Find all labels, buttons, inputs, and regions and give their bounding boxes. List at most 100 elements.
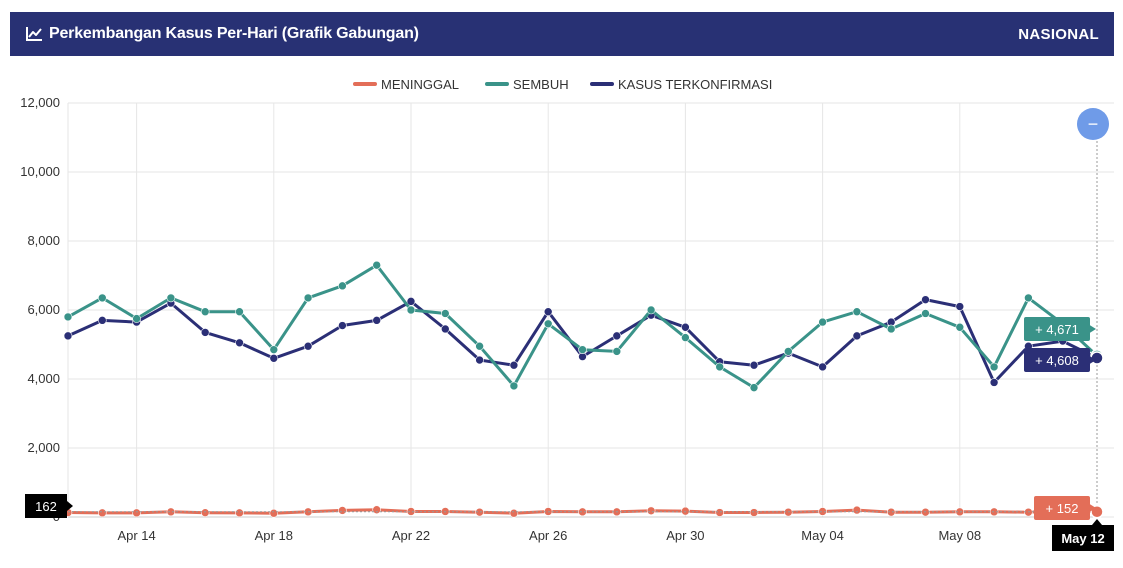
data-point: [372, 260, 382, 270]
data-point: [715, 508, 725, 517]
data-point: [989, 362, 999, 372]
crosshair-x-label: May 12: [1052, 519, 1114, 551]
data-point: [646, 506, 656, 516]
data-point: [98, 316, 107, 325]
tooltip-terkonfirmasi-bg: [1024, 348, 1090, 372]
chart-header: Perkembangan Kasus Per-Hari (Grafik Gabu…: [10, 12, 1114, 56]
data-point: [235, 307, 244, 317]
data-point: [166, 293, 176, 303]
y-tick-label: 6,000: [27, 302, 60, 317]
x-tick-label: Apr 14: [117, 528, 155, 543]
data-point: [98, 293, 107, 303]
data-point: [989, 507, 999, 517]
data-point: [818, 317, 827, 327]
grid: [67, 102, 1114, 518]
data-point: [886, 507, 896, 517]
x-tick-label: Apr 22: [392, 528, 430, 543]
legend-item-meninggal[interactable]: MENINGGAL: [353, 77, 459, 92]
data-point: [612, 331, 622, 341]
data-point: [681, 333, 690, 342]
data-point: [338, 321, 347, 330]
data-point: [166, 507, 176, 517]
tooltip-sembuh-text: + 4,671: [1035, 322, 1079, 337]
data-point: [132, 314, 141, 323]
legend-item-sembuh[interactable]: SEMBUH: [485, 77, 569, 92]
data-point: [646, 305, 656, 315]
y-tick-label: 12,000: [20, 95, 60, 110]
data-point: [852, 307, 862, 317]
data-point: [783, 347, 793, 356]
data-point: [338, 281, 347, 291]
data-point: [235, 338, 244, 348]
y-tick-label: 4,000: [27, 371, 60, 386]
data-point: [681, 322, 690, 332]
crosshair-x-label-bg: [1052, 525, 1114, 551]
y-tick-label: 2,000: [27, 440, 60, 455]
tooltip-terkonfirmasi-pointer: [1088, 355, 1096, 365]
x-tick-label: Apr 18: [255, 528, 293, 543]
data-point: [269, 508, 279, 518]
tooltip-sembuh-bg: [1024, 317, 1090, 341]
data-point: [818, 362, 827, 372]
data-point: [63, 312, 73, 322]
data-point: [818, 507, 827, 516]
header-title: Perkembangan Kasus Per-Hari (Grafik Gabu…: [49, 25, 419, 42]
legend[interactable]: MENINGGAL SEMBUH KASUS TERKONFIRMASI: [353, 77, 772, 92]
data-point: [509, 360, 519, 370]
data-point: [406, 297, 416, 306]
data-point: [852, 331, 862, 341]
data-point: [372, 505, 382, 515]
data-point: [509, 381, 519, 391]
data-point: [372, 316, 382, 325]
legend-item-kasus-terkonfirmasi[interactable]: KASUS TERKONFIRMASI: [590, 77, 772, 92]
data-point: [749, 360, 759, 370]
tooltip-meninggal: + 152: [1034, 496, 1096, 520]
data-point: [543, 307, 553, 317]
zoom-button-bg: [1077, 108, 1109, 140]
crosshair-x-label-text: May 12: [1061, 531, 1104, 546]
series-line-sembuh: [67, 263, 1099, 390]
data-point: [406, 507, 416, 516]
data-point: [98, 508, 107, 518]
x-axis: Apr 14 Apr 18 Apr 22 Apr 26 Apr 30 May 04 May …: [117, 528, 981, 543]
data-point: [235, 508, 244, 518]
data-point: [578, 345, 587, 354]
data-point: [886, 324, 896, 334]
region-label: NASIONAL: [1018, 25, 1099, 43]
series-kasus-terkonfirmasi: [63, 295, 1102, 387]
series-layer[interactable]: [63, 260, 1102, 518]
data-point: [921, 309, 930, 318]
data-point: [955, 322, 965, 332]
tooltip-sembuh: + 4,671: [1024, 317, 1096, 341]
data-point: [681, 506, 690, 516]
data-point: [852, 505, 862, 515]
data-point: [955, 507, 965, 517]
data-point: [749, 508, 759, 517]
zoom-reset-button[interactable]: −: [1077, 108, 1109, 140]
data-point: [406, 305, 416, 315]
y-tick-label: 10,000: [20, 164, 60, 179]
data-point: [200, 328, 210, 337]
crosshair-y-label: 162: [25, 494, 73, 518]
data-point: [303, 293, 313, 303]
data-point: [200, 307, 210, 317]
data-point: [132, 508, 141, 518]
data-point: [749, 383, 759, 392]
x-tick-label: May 04: [801, 528, 844, 543]
data-point: [200, 508, 210, 517]
data-point: [440, 309, 450, 318]
tooltip-meninggal-bg: [1034, 496, 1090, 520]
data-point: [269, 353, 279, 363]
tooltip-meninggal-text: + 152: [1046, 501, 1079, 516]
tooltip-terkonfirmasi-text: + 4,608: [1035, 353, 1079, 368]
y-tick-label: 8,000: [27, 233, 60, 248]
data-point: [509, 508, 519, 518]
tooltip: + 4,671 + 4,608 + 152 162 May 12: [25, 137, 1114, 551]
x-tick-label: May 08: [938, 528, 981, 543]
data-point: [63, 331, 73, 341]
tooltip-meninggal-pointer: [1088, 503, 1096, 513]
line-chart-icon: [26, 27, 42, 41]
legend-label: MENINGGAL: [381, 77, 459, 92]
